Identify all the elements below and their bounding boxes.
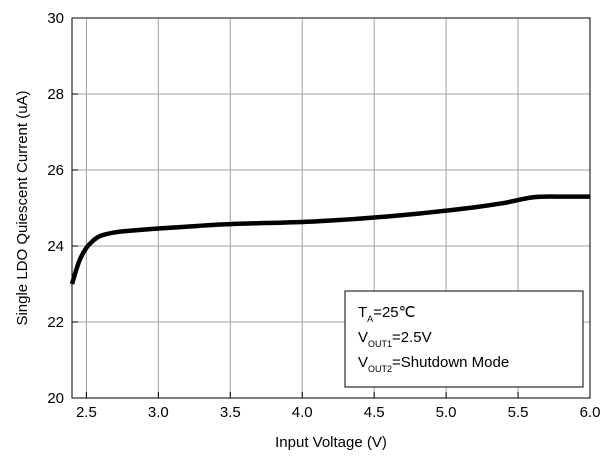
legend-main: V (358, 329, 368, 346)
x-tick-label: 5.5 (508, 404, 529, 421)
legend-frame (344, 290, 584, 388)
legend-line: VOUT2=Shutdown Mode (358, 354, 509, 374)
y-tick-label: 28 (47, 86, 64, 103)
y-tick-label: 24 (47, 238, 64, 255)
legend-value: =25℃ (373, 304, 415, 321)
legend-value: =Shutdown Mode (392, 354, 509, 371)
x-axis-ticks: 2.5 3.0 3.5 4.0 4.5 5.0 5.5 6.0 (76, 392, 600, 421)
x-tick-label: 3.5 (220, 404, 241, 421)
series-layer (69, 194, 590, 285)
x-tick-label: 4.5 (364, 404, 385, 421)
x-tick-label: 6.0 (580, 404, 601, 421)
x-tick-label: 2.5 (76, 404, 97, 421)
legend-subscript: OUT1 (368, 339, 392, 349)
legend-value: =2.5V (392, 329, 432, 346)
legend-line: TA=25℃ (358, 304, 415, 324)
legend-subscript: A (367, 314, 373, 324)
x-tick-label: 4.0 (292, 404, 313, 421)
series-line (69, 194, 590, 285)
x-tick-label: 3.0 (148, 404, 169, 421)
plot-frame (71, 17, 591, 399)
legend-subscript: OUT2 (368, 364, 392, 374)
x-axis-title: Input Voltage (V) (275, 434, 387, 451)
y-axis-ticks: 20 22 24 26 28 30 (47, 10, 78, 407)
y-tick-label: 26 (47, 162, 64, 179)
y-tick-label: 30 (47, 10, 64, 27)
legend-main: T (358, 304, 367, 321)
y-tick-label: 20 (47, 390, 64, 407)
legend-main: V (358, 354, 368, 371)
y-axis-title: Single LDO Quiescent Current (uA) (14, 90, 31, 325)
x-tick-label: 5.0 (436, 404, 457, 421)
legend-line: VOUT1=2.5V (358, 329, 432, 349)
y-tick-label: 22 (47, 314, 64, 331)
